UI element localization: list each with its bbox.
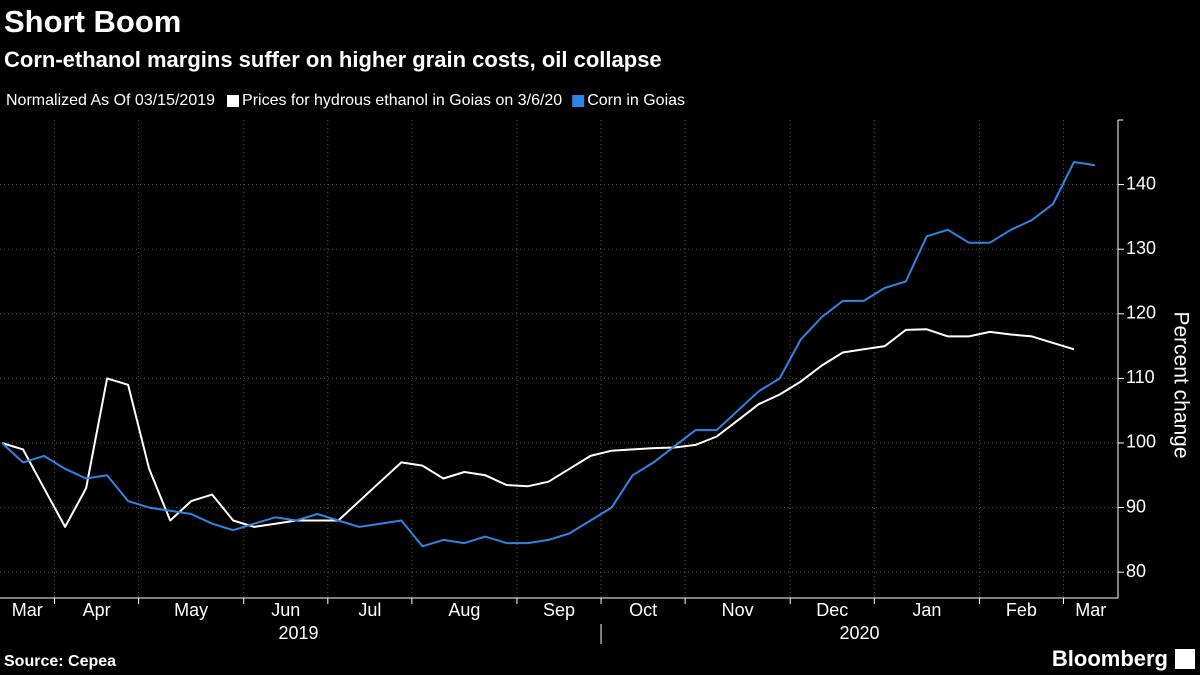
x-tick-label: Feb (1006, 600, 1037, 620)
y-tick-label: 80 (1126, 561, 1146, 581)
legend-note: Normalized As Of 03/15/2019 (6, 92, 215, 109)
y-axis-label: Percent change (1169, 311, 1192, 458)
x-tick-label: Mar (12, 600, 43, 620)
legend-label: Corn in Goias (587, 92, 685, 109)
y-tick-label: 130 (1126, 238, 1156, 258)
x-tick-label: Dec (816, 600, 848, 620)
legend-label: Prices for hydrous ethanol in Goias on 3… (242, 92, 562, 109)
x-tick-label: May (174, 600, 208, 620)
x-tick-label: Aug (448, 600, 480, 620)
y-tick-label: 120 (1126, 303, 1156, 323)
source: Source: Cepea (4, 653, 116, 670)
x-tick-label: Oct (629, 600, 657, 620)
x-tick-label: Apr (83, 600, 111, 620)
legend-swatch (572, 95, 585, 107)
x-tick-label: Mar (1075, 600, 1106, 620)
series-line (1, 161, 1096, 548)
brand-icon (1175, 649, 1195, 669)
y-tick-label: 140 (1126, 173, 1156, 193)
year-label: 2019 (279, 623, 319, 643)
legend-swatch (227, 95, 240, 107)
y-tick-label: 100 (1126, 432, 1156, 452)
y-tick-label: 90 (1126, 496, 1146, 516)
brand: Bloomberg (1052, 646, 1168, 671)
x-tick-label: Jan (912, 600, 941, 620)
x-tick-label: Sep (543, 600, 575, 620)
x-tick-label: Jun (271, 600, 300, 620)
chart-subtitle: Corn-ethanol margins suffer on higher gr… (4, 47, 662, 72)
y-tick-label: 110 (1126, 367, 1155, 387)
series-line (1, 328, 1075, 528)
year-label: 2020 (840, 623, 880, 643)
x-tick-label: Nov (722, 600, 754, 620)
chart-title: Short Boom (4, 4, 181, 39)
x-tick-label: Jul (358, 600, 381, 620)
